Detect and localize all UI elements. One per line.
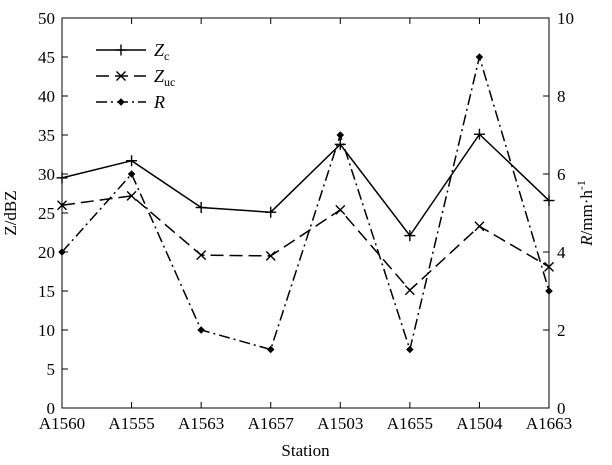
plus-marker — [56, 172, 68, 184]
diamond-marker — [117, 98, 125, 106]
x-marker-b — [265, 250, 276, 261]
legend-label-zc: Zc — [154, 40, 169, 63]
x-tick-label: A1555 — [108, 414, 154, 433]
x-marker — [116, 71, 126, 81]
x-marker — [404, 285, 415, 296]
legend-label-main: Z — [154, 66, 165, 86]
x-tick-label: A1503 — [317, 414, 363, 433]
diamond-marker — [475, 53, 484, 61]
y-axis-right-label: R/mm·h-1 — [574, 180, 596, 247]
y-right-tick-label: 6 — [557, 165, 566, 184]
x-marker-b — [404, 285, 415, 296]
x-marker — [57, 200, 67, 211]
plus-marker — [126, 155, 138, 167]
x-marker — [474, 221, 485, 232]
y-right-label-unit: /mm·h — [577, 190, 596, 236]
y-right-tick-label: 4 — [557, 243, 566, 262]
y-left-tick-label: 35 — [38, 126, 55, 145]
legend-label-r: R — [153, 92, 165, 112]
y-axis-left-label: Z/dBZ — [1, 190, 20, 235]
plus-marker — [195, 202, 207, 214]
y-right-label-exp: -1 — [574, 180, 588, 190]
x-tick-label: A1655 — [387, 414, 433, 433]
plus-marker — [115, 44, 127, 56]
plus-marker — [473, 128, 485, 140]
x-axis-label: Station — [281, 441, 330, 460]
y-right-tick-label: 10 — [557, 9, 574, 28]
y-left-tick-label: 0 — [47, 399, 56, 418]
series-zuc — [57, 190, 554, 296]
x-marker-b — [196, 250, 207, 261]
legend-label-main: R — [153, 92, 165, 112]
x-tick-label: A1657 — [248, 414, 295, 433]
diamond-marker — [127, 170, 136, 178]
y-left-tick-label: 20 — [38, 243, 55, 262]
legend-label-sub: uc — [164, 75, 175, 89]
y-left-tick-label: 10 — [38, 321, 55, 340]
y-left-tick-label: 5 — [47, 360, 56, 379]
legend-label-main: Z — [154, 40, 165, 60]
y-right-tick-label: 2 — [557, 321, 566, 340]
plus-marker — [404, 230, 416, 242]
y-left-tick-label: 30 — [38, 165, 55, 184]
y-left-tick-label: 40 — [38, 87, 55, 106]
y-left-tick-label: 45 — [38, 48, 55, 67]
plus-marker — [265, 206, 277, 218]
diamond-marker — [266, 345, 275, 354]
x-marker — [335, 204, 346, 215]
x-marker-b — [57, 200, 67, 211]
x-tick-label: A1563 — [178, 414, 224, 433]
plus-marker — [543, 195, 555, 207]
legend-label-sub: c — [164, 49, 169, 63]
x-tick-label: A1663 — [526, 414, 572, 433]
y-left-tick-label: 50 — [38, 9, 55, 28]
x-tick-label: A1560 — [39, 414, 85, 433]
diamond-marker — [58, 248, 66, 256]
x-marker — [265, 250, 276, 261]
series-line-zuc — [61, 195, 550, 292]
x-marker — [196, 250, 207, 261]
y-right-tick-label: 8 — [557, 87, 566, 106]
series-layer — [56, 53, 555, 354]
diamond-marker — [545, 287, 553, 295]
legend-label-zuc: Zuc — [154, 66, 175, 89]
x-marker-b — [126, 190, 137, 201]
x-marker-b — [544, 261, 554, 272]
series-line-zc — [61, 133, 550, 237]
series-zc — [56, 128, 555, 242]
axis-ticks: 0 5 10 15 20 25 30 35 40 45 50 0 2 4 6 8 10 A1560 A1555 A15… — [38, 9, 574, 433]
x-marker — [126, 190, 137, 201]
series-line-r — [61, 54, 550, 353]
y-right-label-var: R — [577, 235, 596, 247]
y-left-tick-label: 25 — [38, 204, 55, 223]
diamond-marker — [336, 131, 345, 139]
y-left-tick-label: 15 — [38, 282, 55, 301]
x-marker-b — [474, 221, 485, 232]
x-tick-label: A1504 — [456, 414, 503, 433]
x-marker-b — [335, 204, 346, 215]
y-right-tick-label: 0 — [557, 399, 566, 418]
series-r — [58, 53, 553, 354]
x-marker-b — [116, 71, 126, 81]
x-marker — [544, 261, 554, 272]
diamond-marker — [197, 326, 205, 334]
diamond-marker — [406, 345, 414, 354]
